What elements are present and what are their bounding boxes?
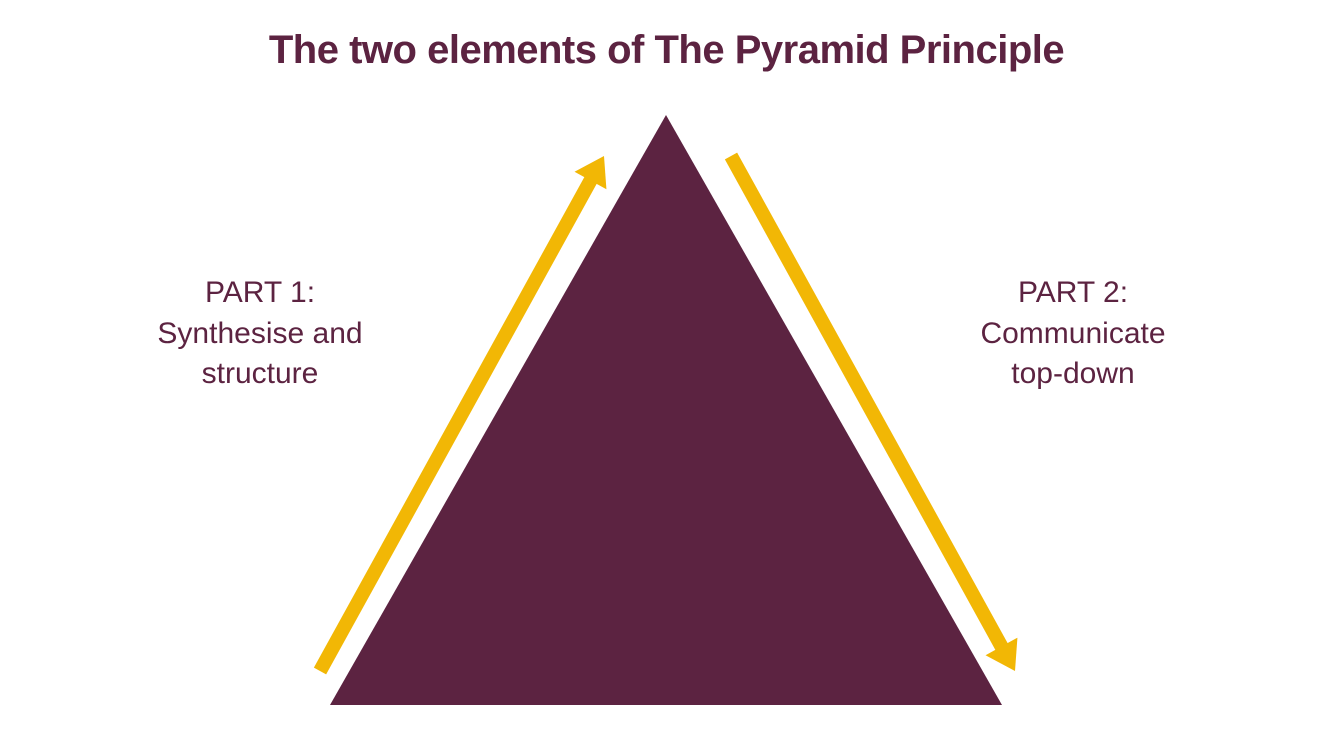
label-part-2-line2: Communicate — [933, 314, 1213, 355]
pyramid-triangle — [330, 115, 1002, 705]
label-part-2: PART 2: Communicate top-down — [933, 273, 1213, 395]
label-part-2-line1: PART 2: — [933, 273, 1213, 314]
label-part-1: PART 1: Synthesise and structure — [120, 273, 400, 395]
label-part-1-line2: Synthesise and — [120, 314, 400, 355]
label-part-1-line3: structure — [120, 354, 400, 395]
label-part-1-line1: PART 1: — [120, 273, 400, 314]
label-part-2-line3: top-down — [933, 354, 1213, 395]
